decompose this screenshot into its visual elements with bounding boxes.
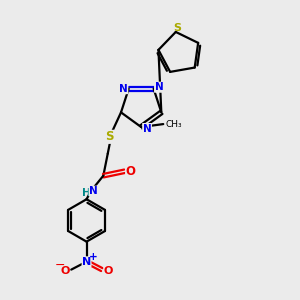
Text: N: N: [82, 257, 91, 267]
Text: CH₃: CH₃: [166, 120, 182, 129]
Text: O: O: [125, 165, 135, 178]
Text: H: H: [82, 188, 91, 198]
Text: +: +: [89, 252, 98, 262]
Text: −: −: [55, 259, 65, 272]
Text: O: O: [60, 266, 70, 276]
Text: N: N: [119, 84, 128, 94]
Text: N: N: [143, 124, 152, 134]
Text: O: O: [104, 266, 113, 276]
Text: S: S: [106, 130, 114, 143]
Text: N: N: [154, 82, 163, 92]
Text: N: N: [89, 186, 98, 196]
Text: S: S: [173, 22, 181, 32]
